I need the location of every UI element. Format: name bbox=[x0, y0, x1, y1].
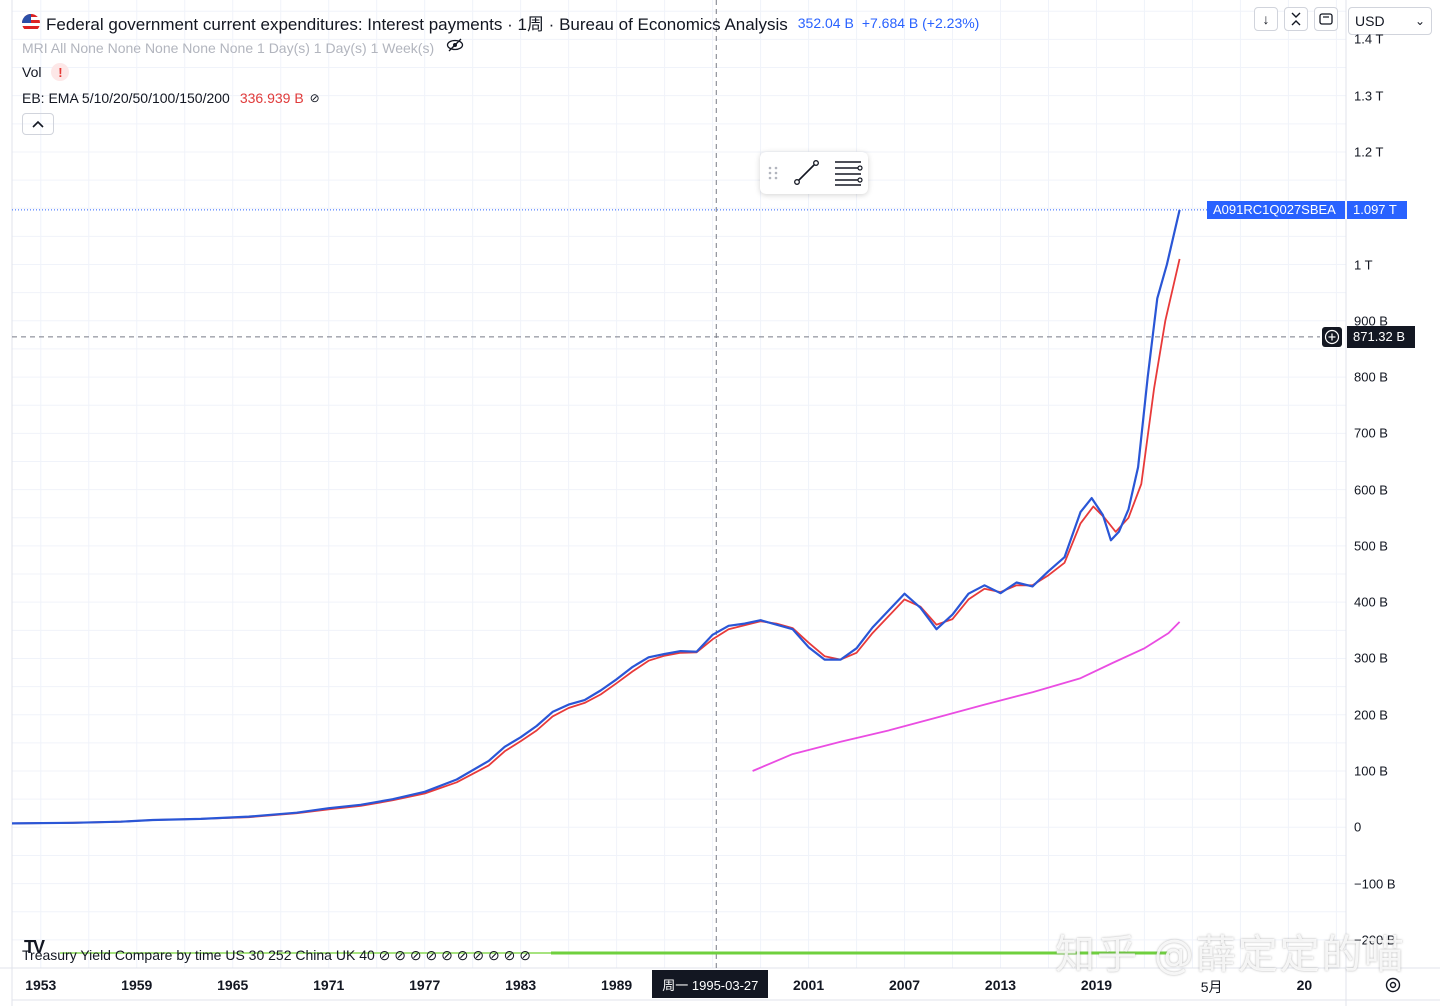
zhihu-watermark: 知乎 @薛定定的喵 bbox=[1055, 932, 1406, 978]
vol-label: Vol bbox=[22, 64, 42, 80]
chart-grid bbox=[12, 0, 1346, 968]
price-change: +7.684 B (+2.23%) bbox=[861, 14, 980, 31]
floating-drawing-toolbar[interactable] bbox=[760, 152, 868, 194]
maximize-icon bbox=[1319, 13, 1333, 25]
x-tick-label: 2019 bbox=[1080, 977, 1113, 993]
y-tick-label: 1.3 T bbox=[1354, 88, 1384, 104]
last-price: 352.04 B bbox=[797, 14, 854, 31]
warning-icon[interactable]: ! bbox=[51, 63, 70, 81]
series-line-0[interactable] bbox=[11, 209, 1181, 825]
currency-value: USD bbox=[1355, 13, 1385, 29]
y-tick-label: 0 bbox=[1354, 819, 1362, 835]
ema-hidden-icon[interactable]: ⊘ bbox=[309, 91, 320, 105]
collapse-arrows-icon bbox=[1291, 12, 1301, 26]
y-tick-label: 700 B bbox=[1354, 425, 1388, 441]
y-tick-label: 1.4 T bbox=[1354, 31, 1384, 47]
series-title[interactable]: Federal government current expenditures:… bbox=[46, 15, 788, 34]
indicator-line-vol[interactable]: Vol ! bbox=[22, 63, 70, 81]
arrow-down-icon: ↓ bbox=[1262, 11, 1270, 27]
chevron-down-icon: ⌄ bbox=[1414, 14, 1425, 28]
crosshair-date-tag: 周一 1995-03-27 bbox=[652, 970, 769, 998]
x-tick-label: 2001 bbox=[792, 977, 825, 993]
hidden-eye-icon[interactable] bbox=[446, 38, 464, 57]
y-tick-label: −100 B bbox=[1354, 876, 1396, 892]
crosshair-price-tag: 871.32 B bbox=[1347, 325, 1415, 348]
last-value-tag: 1.097 T bbox=[1347, 200, 1407, 219]
indicator-line-mri[interactable]: MRI All None None None None None 1 Day(s… bbox=[22, 38, 464, 57]
mri-indicator-label: MRI All None None None None None 1 Day(s… bbox=[22, 39, 435, 56]
y-tick-label: 800 B bbox=[1354, 369, 1388, 385]
x-tick-label: 1953 bbox=[25, 977, 57, 993]
y-tick-label: 600 B bbox=[1354, 482, 1388, 498]
x-tick-label: 1983 bbox=[505, 977, 537, 993]
y-tick-label: 300 B bbox=[1354, 650, 1388, 666]
us-flag-icon bbox=[22, 13, 40, 32]
x-tick-label: 1977 bbox=[409, 977, 441, 993]
collapse-pane-button[interactable] bbox=[1284, 7, 1308, 31]
treasury-yield-legend[interactable]: Treasury Yield Compare by time US 30 252… bbox=[22, 947, 531, 963]
trend-line-icon[interactable] bbox=[794, 160, 819, 185]
ema-label: EB: EMA 5/10/20/50/100/150/200 bbox=[22, 90, 230, 106]
indicator-line-ema[interactable]: EB: EMA 5/10/20/50/100/150/200 336.939 B… bbox=[22, 90, 320, 106]
axis-settings-button[interactable] bbox=[1382, 974, 1404, 996]
x-tick-label: 1959 bbox=[121, 977, 153, 993]
y-tick-label: 400 B bbox=[1354, 594, 1388, 610]
y-tick-label: 100 B bbox=[1354, 763, 1388, 779]
x-tick-label: 2007 bbox=[888, 977, 921, 993]
x-tick-label: 2013 bbox=[984, 977, 1017, 993]
series-line-2[interactable] bbox=[752, 621, 1181, 772]
y-tick-label: −200 B bbox=[1354, 932, 1396, 948]
maximize-pane-button[interactable] bbox=[1314, 7, 1338, 31]
symbol-name-tag: A091RC1Q027SBEA bbox=[1207, 200, 1345, 219]
line-style-icon[interactable] bbox=[835, 161, 863, 186]
main-legend: Federal government current expenditures:… bbox=[22, 10, 979, 35]
x-tick-label: 20 bbox=[1296, 977, 1313, 993]
collapse-legend-button[interactable] bbox=[22, 113, 54, 135]
x-tick-label: 1971 bbox=[313, 977, 345, 993]
x-tick-label: 1989 bbox=[601, 977, 633, 993]
chevron-up-icon bbox=[32, 120, 44, 128]
y-tick-label: 1 T bbox=[1354, 257, 1373, 272]
y-tick-label: 900 B bbox=[1354, 313, 1388, 329]
series-group bbox=[11, 209, 1181, 825]
x-tick-label: 5月 bbox=[1200, 979, 1223, 995]
add-alert-button[interactable] bbox=[1322, 326, 1342, 347]
drag-handle-icon[interactable] bbox=[768, 166, 778, 180]
x-tick-label: 1965 bbox=[217, 977, 249, 993]
series-line-1[interactable] bbox=[11, 258, 1181, 825]
y-tick-label: 1.2 T bbox=[1354, 144, 1384, 160]
scroll-down-button[interactable]: ↓ bbox=[1254, 7, 1278, 31]
tradingview-logo[interactable]: TV bbox=[24, 937, 45, 957]
plus-circle-icon bbox=[1324, 329, 1340, 345]
settings-icon bbox=[1385, 977, 1401, 993]
y-tick-label: 200 B bbox=[1354, 707, 1388, 723]
ema-value: 336.939 B bbox=[239, 90, 304, 106]
y-tick-label: 500 B bbox=[1354, 538, 1388, 554]
currency-select[interactable]: USD ⌄ bbox=[1348, 7, 1432, 35]
